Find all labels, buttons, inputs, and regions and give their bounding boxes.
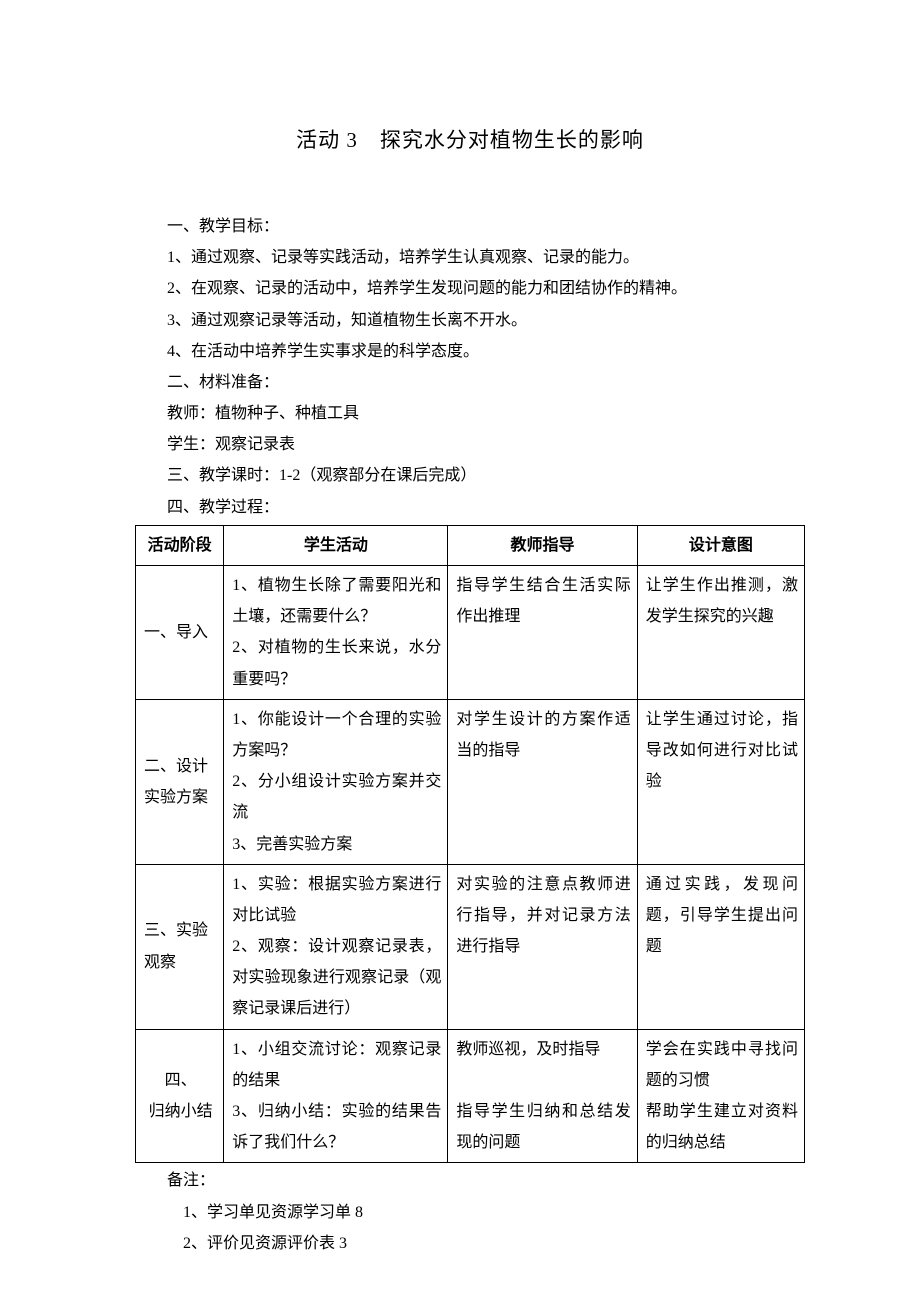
- table-row: 三、实验观察 1、实验：根据实验方案进行对比试验2、观察：设计观察记录表，对实验…: [136, 864, 805, 1029]
- col-header-intent: 设计意图: [637, 525, 804, 565]
- cell-stage: 二、设计实验方案: [136, 699, 224, 864]
- col-header-student: 学生活动: [224, 525, 448, 565]
- table-row: 二、设计实验方案 1、你能设计一个合理的实验方案吗？2、分小组设计实验方案并交流…: [136, 699, 805, 864]
- table-header-row: 活动阶段 学生活动 教师指导 设计意图: [136, 525, 805, 565]
- col-header-stage: 活动阶段: [136, 525, 224, 565]
- cell-stage: 四、归纳小结: [136, 1029, 224, 1163]
- cell-teacher: 对实验的注意点教师进行指导，并对记录方法进行指导: [448, 864, 637, 1029]
- objective-item: 4、在活动中培养学生实事求是的科学态度。: [135, 336, 805, 367]
- cell-teacher: 指导学生结合生活实际作出推理: [448, 566, 637, 700]
- notes-heading: 备注：: [135, 1165, 805, 1196]
- document-page: 活动 3 探究水分对植物生长的影响 一、教学目标： 1、通过观察、记录等实践活动…: [0, 0, 920, 1302]
- material-item: 教师：植物种子、种植工具: [135, 398, 805, 429]
- cell-teacher: 教师巡视，及时指导指导学生归纳和总结发现的问题: [448, 1029, 637, 1163]
- cell-intent: 学会在实践中寻找问题的习惯帮助学生建立对资料的归纳总结: [637, 1029, 804, 1163]
- cell-student: 1、小组交流讨论：观察记录的结果3、归纳小结：实验的结果告诉了我们什么？: [224, 1029, 448, 1163]
- cell-intent: 让学生作出推测，激发学生探究的兴趣: [637, 566, 804, 700]
- cell-student: 1、植物生长除了需要阳光和土壤，还需要什么？2、对植物的生长来说，水分重要吗？: [224, 566, 448, 700]
- notes-item: 1、学习单见资源学习单 8: [135, 1197, 805, 1228]
- section-2-heading: 二、材料准备：: [135, 367, 805, 398]
- lesson-table: 活动阶段 学生活动 教师指导 设计意图 一、导入 1、植物生长除了需要阳光和土壤…: [135, 525, 805, 1164]
- document-title: 活动 3 探究水分对植物生长的影响: [135, 120, 805, 161]
- table-row: 一、导入 1、植物生长除了需要阳光和土壤，还需要什么？2、对植物的生长来说，水分…: [136, 566, 805, 700]
- cell-student: 1、你能设计一个合理的实验方案吗？2、分小组设计实验方案并交流3、完善实验方案: [224, 699, 448, 864]
- objective-item: 1、通过观察、记录等实践活动，培养学生认真观察、记录的能力。: [135, 242, 805, 273]
- objective-item: 3、通过观察记录等活动，知道植物生长离不开水。: [135, 305, 805, 336]
- cell-intent: 通过实践，发现问题，引导学生提出问题: [637, 864, 804, 1029]
- cell-intent: 让学生通过讨论，指导改如何进行对比试验: [637, 699, 804, 864]
- objective-item: 2、在观察、记录的活动中，培养学生发现问题的能力和团结协作的精神。: [135, 273, 805, 304]
- material-item: 学生：观察记录表: [135, 429, 805, 460]
- cell-student: 1、实验：根据实验方案进行对比试验2、观察：设计观察记录表，对实验现象进行观察记…: [224, 864, 448, 1029]
- cell-stage: 三、实验观察: [136, 864, 224, 1029]
- cell-stage: 一、导入: [136, 566, 224, 700]
- section-4-heading: 四、教学过程：: [135, 492, 805, 523]
- section-3-heading: 三、教学课时：1-2（观察部分在课后完成）: [135, 460, 805, 491]
- col-header-teacher: 教师指导: [448, 525, 637, 565]
- table-row: 四、归纳小结 1、小组交流讨论：观察记录的结果3、归纳小结：实验的结果告诉了我们…: [136, 1029, 805, 1163]
- notes-item: 2、评价见资源评价表 3: [135, 1228, 805, 1259]
- notes-block: 备注： 1、学习单见资源学习单 8 2、评价见资源评价表 3: [135, 1165, 805, 1259]
- section-1-heading: 一、教学目标：: [135, 211, 805, 242]
- cell-teacher: 对学生设计的方案作适当的指导: [448, 699, 637, 864]
